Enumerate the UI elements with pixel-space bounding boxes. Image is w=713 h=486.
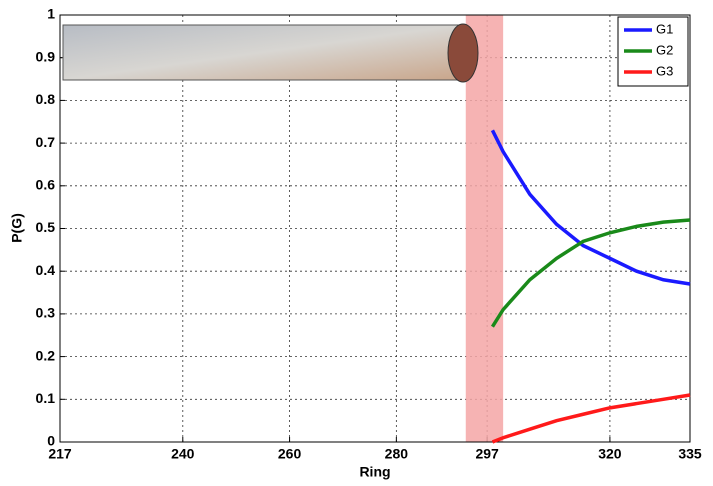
y-tick-label: 0.4 xyxy=(36,262,56,278)
x-tick-label: 260 xyxy=(278,446,302,462)
y-tick-label: 0.5 xyxy=(36,219,56,235)
y-tick-label: 0.9 xyxy=(36,48,56,64)
x-tick-label: 240 xyxy=(171,446,195,462)
legend: G1 G2 G3 xyxy=(617,16,689,87)
y-tick-label: 1 xyxy=(47,6,55,22)
legend-label: G1 xyxy=(656,21,673,36)
x-tick-label: 320 xyxy=(598,446,622,462)
y-tick-label: 0.3 xyxy=(36,305,56,321)
y-tick-label: 0.2 xyxy=(36,347,56,363)
y-tick-label: 0 xyxy=(47,433,55,449)
line-series xyxy=(491,393,691,444)
log-photo xyxy=(62,23,479,83)
y-axis-label: P(G) xyxy=(9,213,25,243)
y-tick-label: 0.1 xyxy=(36,390,56,406)
y-tick-label: 0.8 xyxy=(36,91,56,107)
x-axis-label: Ring xyxy=(359,464,390,480)
y-tick-label: 0.6 xyxy=(36,177,56,193)
line-series xyxy=(490,218,691,328)
highlight-band xyxy=(465,15,504,442)
legend-label: G3 xyxy=(656,63,673,78)
plot-frame xyxy=(59,14,691,443)
x-tick-label: 297 xyxy=(475,446,499,462)
plot-area: 0 0.1 0.2 0.3 0.4 0.5 0.6 0.7 0.8 0.9 1 217 240 260 28… xyxy=(36,6,702,462)
x-tick-label: 280 xyxy=(385,446,409,462)
line-series xyxy=(490,129,691,286)
y-tick-label: 0.7 xyxy=(36,134,56,150)
x-tick-label: 217 xyxy=(48,446,72,462)
x-tick-label: 335 xyxy=(678,446,702,462)
legend-label: G2 xyxy=(656,42,673,57)
